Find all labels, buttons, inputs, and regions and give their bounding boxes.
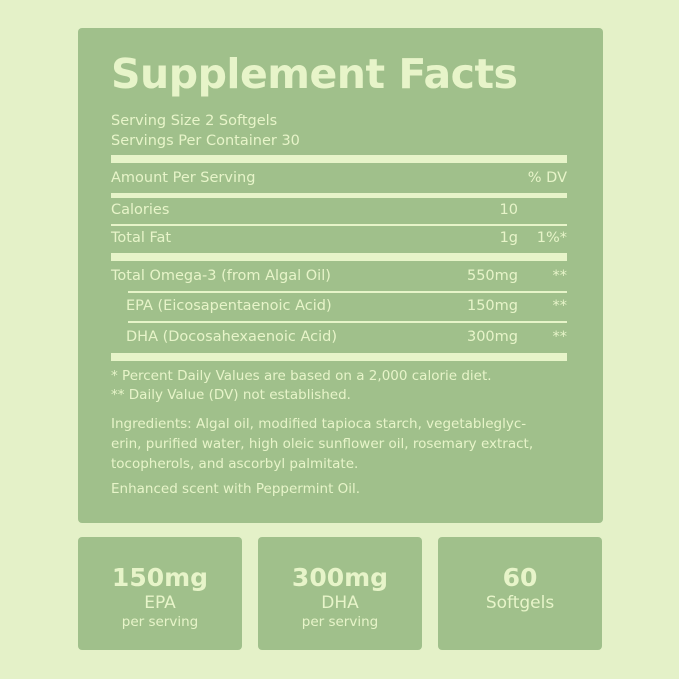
ingredients-line: tocopherols, and ascorbyl palmitate. [111, 456, 359, 472]
row-fat-amount: 1g [499, 230, 518, 246]
footnote: * Percent Daily Values are based on a 2,… [111, 368, 492, 384]
divider [111, 253, 567, 261]
row-omega-name: Total Omega-3 (from Algal Oil) [111, 268, 331, 284]
divider [111, 155, 567, 163]
row-calories-amount: 10 [499, 202, 518, 218]
servings-per-container: Servings Per Container 30 [111, 133, 300, 149]
highlight-value: 150mg [111, 563, 209, 592]
divider [128, 291, 567, 293]
highlight-epa: 150mg EPA per serving [78, 537, 242, 650]
row-omega-amount: 550mg [466, 268, 518, 284]
scent-note: Enhanced scent with Peppermint Oil. [111, 481, 361, 497]
row-epa-amount: 150mg [466, 298, 518, 314]
highlight-softgels: 60 Softgels [438, 537, 602, 650]
ingredients-line: Ingredients: Algal oil, modified tapioca… [111, 416, 527, 432]
amount-per-serving-label: Amount Per Serving [111, 170, 256, 186]
serving-size: Serving Size 2 Softgels [111, 113, 278, 129]
divider [128, 321, 567, 323]
highlight-sub: per serving [121, 614, 199, 630]
highlight-label: EPA [144, 593, 176, 613]
row-epa-dv: ** [552, 298, 568, 314]
footnote: ** Daily Value (DV) not established. [111, 387, 351, 403]
ingredients-line: erin, purified water, high oleic sunflow… [111, 436, 534, 452]
highlight-value: 60 [502, 563, 538, 592]
divider [111, 224, 567, 226]
row-dha-amount: 300mg [466, 329, 518, 345]
dv-header: % DV [527, 170, 567, 186]
highlight-label: DHA [321, 593, 359, 613]
row-dha-name: DHA (Docosahexaenoic Acid) [126, 329, 338, 345]
row-dha-dv: ** [552, 329, 568, 345]
row-fat-name: Total Fat [111, 230, 172, 246]
highlight-dha: 300mg DHA per serving [258, 537, 422, 650]
row-omega-dv: ** [552, 268, 568, 284]
panel-title: Supplement Facts [111, 50, 518, 98]
row-epa-name: EPA (Eicosapentaenoic Acid) [126, 298, 332, 314]
divider [111, 353, 567, 361]
highlight-value: 300mg [291, 563, 389, 592]
highlight-sub: per serving [301, 614, 379, 630]
divider [111, 193, 567, 198]
row-fat-dv: 1%* [536, 230, 567, 246]
row-calories-name: Calories [111, 202, 170, 218]
supplement-facts-panel: Supplement Facts Serving Size 2 Softgels… [78, 28, 603, 523]
highlight-label: Softgels [485, 593, 555, 613]
